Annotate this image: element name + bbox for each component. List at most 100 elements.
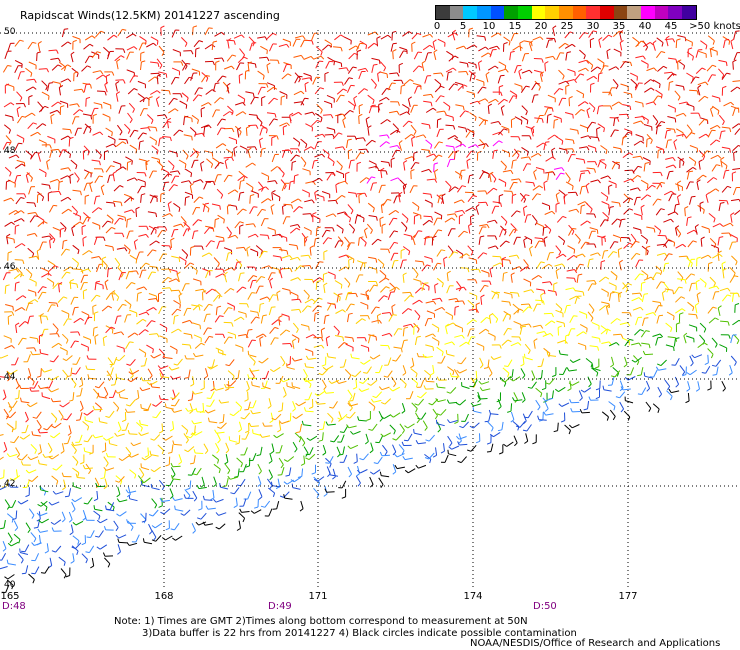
wind-barb-flag bbox=[365, 45, 368, 50]
wind-barb-flag bbox=[186, 435, 191, 439]
wind-barb-flag bbox=[45, 172, 47, 177]
wind-barb bbox=[697, 381, 700, 390]
wind-barb bbox=[314, 192, 317, 201]
wind-barb bbox=[465, 207, 473, 212]
wind-barb-flag bbox=[367, 382, 372, 386]
wind-barb bbox=[667, 104, 676, 109]
wind-barb bbox=[250, 96, 256, 105]
wind-barb bbox=[686, 72, 694, 78]
wind-barb-flag bbox=[140, 376, 144, 381]
wind-barb-flag bbox=[50, 398, 54, 403]
wind-barb bbox=[348, 223, 355, 231]
wind-barb-flag bbox=[648, 408, 652, 412]
wind-barb bbox=[344, 369, 352, 376]
wind-barb bbox=[455, 104, 464, 107]
wind-barb bbox=[535, 167, 544, 171]
wind-barb bbox=[722, 270, 725, 279]
wind-barb bbox=[646, 133, 653, 141]
wind-barb-flag bbox=[178, 257, 181, 263]
wind-barb bbox=[98, 396, 107, 399]
wind-barb-flag bbox=[722, 388, 726, 392]
wind-barb-flag bbox=[327, 237, 332, 240]
wind-barb bbox=[193, 421, 202, 425]
wind-barb-flag bbox=[438, 141, 443, 144]
wind-barb bbox=[305, 410, 314, 413]
wind-barb bbox=[731, 293, 734, 302]
wind-barb bbox=[300, 39, 305, 48]
wind-barb-flag bbox=[259, 336, 264, 339]
wind-barb-flag bbox=[200, 387, 205, 391]
wind-barb-flag bbox=[297, 198, 302, 202]
wind-barb-flag bbox=[212, 181, 216, 186]
wind-barb-flag bbox=[269, 277, 274, 282]
wind-barb-flag bbox=[66, 271, 71, 274]
wind-barb bbox=[421, 282, 430, 287]
wind-barb-flag bbox=[606, 304, 610, 308]
wind-barb bbox=[685, 132, 692, 139]
wind-barb bbox=[413, 51, 419, 60]
wind-barb bbox=[646, 226, 655, 229]
wind-barb bbox=[313, 238, 316, 247]
wind-barb bbox=[479, 398, 488, 400]
wind-barb-flag bbox=[612, 416, 616, 421]
wind-barb bbox=[436, 277, 444, 284]
wind-barb-flag bbox=[344, 180, 348, 185]
wind-barb-flag bbox=[423, 385, 427, 390]
wind-barb bbox=[718, 114, 725, 122]
wind-barb-flag bbox=[634, 84, 638, 89]
wind-barb-flag bbox=[118, 393, 121, 398]
wind-barb bbox=[558, 386, 566, 393]
wind-barb bbox=[343, 212, 351, 219]
wind-barb bbox=[623, 208, 630, 215]
wind-barb-flag bbox=[167, 451, 173, 454]
wind-barb-flag bbox=[262, 422, 265, 427]
wind-barb bbox=[272, 255, 281, 258]
wind-barb bbox=[109, 443, 118, 447]
wind-barb bbox=[245, 127, 248, 136]
wind-barb-flag bbox=[493, 178, 497, 183]
wind-barb bbox=[454, 81, 463, 86]
wind-barb-flag bbox=[610, 375, 616, 378]
wind-barb bbox=[675, 358, 680, 366]
wind-barb bbox=[551, 150, 554, 159]
wind-barb bbox=[477, 252, 484, 259]
wind-barb bbox=[214, 315, 221, 323]
wind-barb-flag bbox=[378, 102, 383, 105]
wind-barb-flag bbox=[140, 51, 145, 54]
wind-barb bbox=[535, 387, 543, 394]
wind-barb bbox=[189, 185, 193, 194]
wind-barb-flag bbox=[524, 440, 528, 444]
wind-barb-flag bbox=[42, 286, 47, 289]
wind-barb-flag bbox=[150, 438, 155, 441]
wind-barb bbox=[577, 342, 586, 347]
wind-barb-flag bbox=[245, 388, 250, 392]
wind-barb bbox=[0, 456, 4, 461]
wind-barb-flag bbox=[260, 302, 265, 305]
wind-barb-flag bbox=[580, 109, 585, 112]
wind-barb-flag bbox=[144, 353, 147, 358]
wind-barb-flag bbox=[110, 384, 115, 386]
wind-barb bbox=[610, 129, 616, 138]
wind-barb-flag bbox=[363, 137, 366, 142]
wind-barb-flag bbox=[385, 97, 390, 101]
wind-barb bbox=[532, 36, 541, 41]
wind-barb bbox=[258, 186, 266, 191]
wind-barb-flag bbox=[519, 308, 524, 312]
wind-barb bbox=[266, 112, 276, 115]
wind-barb-flag bbox=[473, 384, 477, 388]
wind-barb bbox=[184, 77, 190, 85]
wind-barb bbox=[668, 193, 673, 202]
wind-barb-flag bbox=[639, 329, 644, 332]
wind-barb-flag bbox=[300, 55, 305, 59]
wind-barb-flag bbox=[91, 35, 96, 39]
wind-barb bbox=[389, 242, 395, 250]
wind-barb bbox=[194, 431, 203, 436]
wind-barb bbox=[699, 322, 707, 330]
wind-barb-flag bbox=[592, 30, 597, 33]
legend-swatch bbox=[449, 6, 464, 19]
wind-barb-flag bbox=[292, 338, 297, 342]
wind-barb bbox=[129, 358, 136, 366]
wind-barb bbox=[378, 364, 383, 373]
wind-barb-flag bbox=[729, 148, 731, 153]
wind-barb-flag bbox=[134, 177, 138, 182]
